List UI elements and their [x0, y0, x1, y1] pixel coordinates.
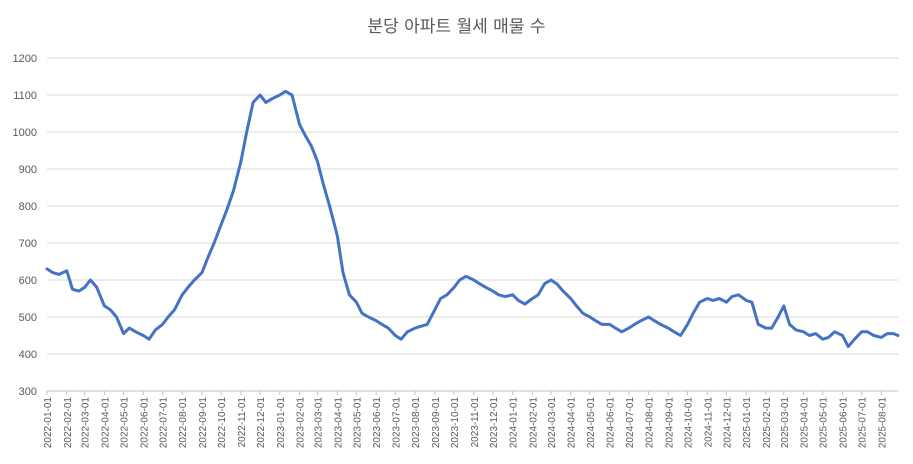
- x-tick-label: 2022-07-01: [158, 397, 169, 449]
- series-layer: [45, 89, 900, 349]
- x-tick-label: 2023-01-01: [276, 397, 287, 449]
- x-tick-label: 2024-05-01: [586, 397, 597, 449]
- y-tick-label: 1200: [13, 53, 37, 65]
- x-tick-label: 2024-01-01: [509, 397, 520, 449]
- x-tick-label: 2024-06-01: [606, 397, 617, 449]
- x-tick-label: 2023-06-01: [372, 397, 383, 449]
- x-tick-label: 2022-03-01: [81, 397, 92, 449]
- x-tick-label: 2022-02-01: [63, 397, 74, 449]
- x-tick-label: 2022-06-01: [139, 397, 150, 449]
- x-tick-label: 2022-08-01: [178, 397, 189, 449]
- x-tick-label: 2023-05-01: [352, 397, 363, 449]
- x-tick-label: 2025-02-01: [762, 397, 773, 449]
- x-tick-label: 2024-08-01: [645, 397, 656, 449]
- x-tick-label: 2022-10-01: [217, 397, 228, 449]
- y-tick-label: 500: [19, 312, 37, 324]
- x-tick-label: 2024-11-01: [703, 397, 714, 448]
- x-tick-label: 2023-10-01: [450, 397, 461, 449]
- x-tick-label: 2025-01-01: [742, 397, 753, 449]
- x-tick-label: 2022-12-01: [256, 397, 267, 449]
- y-tick-label: 800: [19, 201, 37, 213]
- x-tick-label: 2023-08-01: [411, 397, 422, 449]
- x-tick-label: 2025-05-01: [819, 397, 830, 449]
- x-tick-label: 2024-03-01: [547, 397, 558, 449]
- x-tick-label: 2024-07-01: [625, 397, 636, 449]
- x-tick-label: 2024-04-01: [567, 397, 578, 449]
- x-tick-label: 2025-07-01: [858, 397, 869, 449]
- x-tick-label: 2025-04-01: [800, 397, 811, 449]
- x-tick-label: 2023-11-01: [470, 397, 481, 448]
- x-tick-label: 2022-04-01: [100, 397, 111, 449]
- y-tick-label: 600: [19, 275, 37, 287]
- x-tick-label: 2025-06-01: [839, 397, 850, 449]
- x-tick-label: 2022-09-01: [198, 397, 209, 449]
- y-tick-label: 400: [19, 349, 37, 361]
- x-tick-label: 2024-12-01: [722, 397, 733, 449]
- x-tick-label: 2024-02-01: [528, 397, 539, 449]
- x-tick-label: 2023-04-01: [333, 397, 344, 449]
- y-tick-label: 1100: [13, 90, 37, 102]
- y-axis-ticks: 300 400 500 600 700 800 900 1000 1100 1200: [13, 53, 37, 398]
- chart-title: 분당 아파트 월세 매물 수: [367, 17, 546, 37]
- gridlines: [47, 57, 898, 392]
- x-tick-label: 2022-01-01: [43, 397, 54, 449]
- x-axis-ticks: 2022-01-01 2022-02-01 2022-03-01 2022-04-01…: [43, 391, 888, 448]
- x-tick-label: 2025-03-01: [780, 397, 791, 449]
- x-tick-label: 2023-03-01: [313, 397, 324, 449]
- y-tick-label: 1000: [13, 127, 37, 139]
- x-tick-label: 2025-08-01: [877, 397, 888, 449]
- y-tick-label: 700: [19, 238, 37, 250]
- x-tick-label: 2023-09-01: [431, 397, 442, 449]
- x-tick-label: 2023-07-01: [391, 397, 402, 449]
- x-tick-label: 2024-10-01: [683, 397, 694, 449]
- x-tick-label: 2023-02-01: [296, 397, 307, 449]
- x-tick-label: 2022-11-01: [237, 397, 248, 448]
- y-tick-label: 900: [19, 164, 37, 176]
- x-tick-label: 2023-12-01: [489, 397, 500, 449]
- series-line: [45, 89, 900, 349]
- y-tick-label: 300: [19, 386, 37, 398]
- x-tick-label: 2024-09-01: [664, 397, 675, 449]
- x-tick-label: 2022-05-01: [120, 397, 131, 449]
